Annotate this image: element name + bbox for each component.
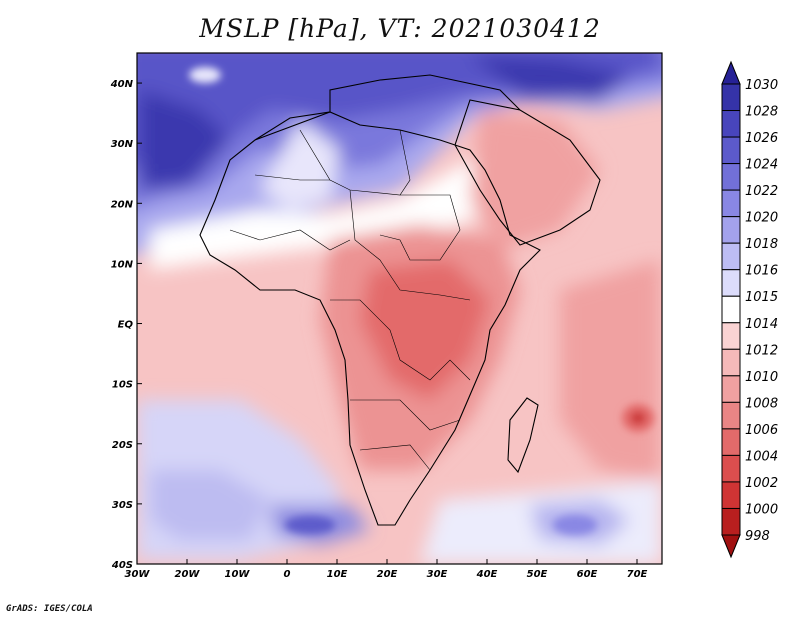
x-tick-label: 20E [377, 569, 398, 580]
y-tick-label: 20N [111, 199, 134, 210]
colorbar-label: 1030 [745, 78, 778, 93]
x-axis-labels: 30W 20W 10W 0 10E 20E 30E 40E 50E 60E 70E [125, 569, 648, 580]
colorbar-label: 1026 [745, 131, 778, 146]
colorbar-label: 1010 [745, 370, 778, 385]
colorbar-swatch [721, 375, 741, 403]
colorbar-label: 1024 [745, 158, 778, 173]
y-tick-label: 20S [112, 440, 133, 451]
y-tick-label: 30N [111, 139, 134, 150]
x-tick-label: 50E [527, 569, 548, 580]
y-tick-label: 30S [112, 500, 133, 511]
y-tick-label: 40N [110, 79, 134, 90]
colorbar-label: 1006 [745, 423, 778, 438]
x-tick-label: 30W [125, 569, 151, 580]
colorbar-swatch [721, 295, 741, 324]
y-tick-label: 10N [111, 259, 134, 270]
colorbar-label: 1004 [745, 449, 778, 464]
colorbar-swatch [721, 269, 741, 297]
colorbar-swatch [721, 110, 741, 138]
colorbar-swatch [721, 322, 741, 350]
colorbar-label: 1016 [745, 264, 778, 279]
colorbar-label: 1012 [745, 343, 778, 358]
credit-label: GrADS: IGES/COLA [6, 604, 93, 614]
colorbar-swatch [721, 507, 741, 536]
axis-ticks [136, 82, 638, 565]
x-tick-label: 40E [476, 569, 498, 580]
colorbar-label: 1022 [745, 184, 778, 199]
map-title: MSLP [hPa], VT: 2021030412 [199, 14, 601, 43]
y-axis-labels: 40S 30S 20S 10S EQ 10N 20N 30N 40N [110, 79, 134, 571]
colorbar-label: 1020 [745, 211, 778, 226]
y-tick-label: 40S [111, 560, 133, 571]
colorbar-labels: 1030 1028 1026 1024 1022 1020 1018 1016 1015 1014… [745, 78, 778, 544]
colorbar-label: 998 [745, 529, 770, 544]
colorbar-swatch [721, 216, 741, 244]
colorbar-label: 1014 [745, 317, 778, 332]
colorbar-swatch [721, 428, 741, 456]
x-tick-label: 30E [427, 569, 448, 580]
coastlines [199, 74, 601, 526]
y-tick-label: 10S [112, 380, 133, 391]
colorbar-swatch [721, 481, 741, 509]
colorbar-swatch [721, 83, 741, 112]
colorbar-min-arrow [721, 534, 741, 559]
pressure-field [137, 53, 662, 564]
x-tick-label: 10E [327, 569, 348, 580]
colorbar-swatch [721, 348, 741, 377]
country-borders [229, 129, 471, 471]
y-tick-label: EQ [118, 320, 134, 331]
colorbar-label: 1000 [745, 502, 778, 517]
map-frame [136, 52, 663, 565]
colorbar-max-arrow [721, 60, 741, 85]
colorbar [721, 60, 741, 559]
colorbar-swatch [721, 454, 741, 483]
colorbar-swatch [721, 189, 741, 218]
x-tick-label: 70E [627, 569, 648, 580]
colorbar-label: 1008 [745, 396, 778, 411]
x-tick-label: 10W [225, 569, 251, 580]
colorbar-label: 1015 [745, 290, 778, 305]
x-tick-label: 60E [577, 569, 598, 580]
colorbar-swatch [721, 242, 741, 271]
colorbar-label: 1018 [745, 237, 778, 252]
x-tick-label: 20W [175, 569, 201, 580]
colorbar-swatch [721, 136, 741, 165]
x-tick-label: 0 [284, 569, 291, 580]
colorbar-swatch [721, 401, 741, 430]
colorbar-label: 1002 [745, 476, 778, 491]
colorbar-label: 1028 [745, 105, 778, 120]
colorbar-swatch [721, 163, 741, 191]
